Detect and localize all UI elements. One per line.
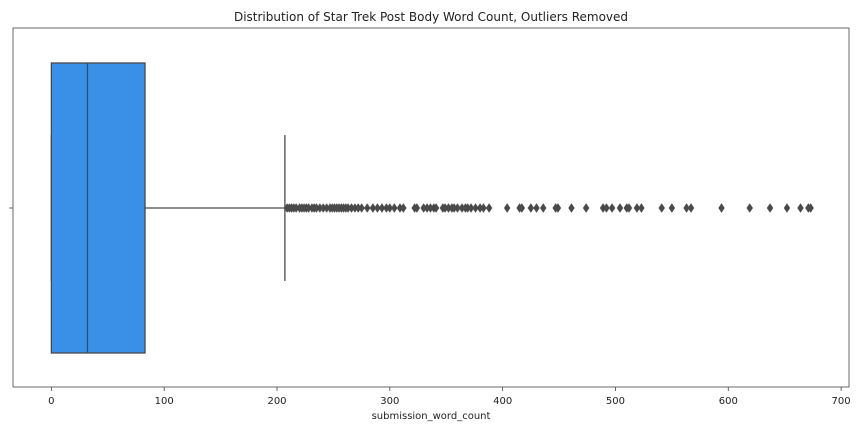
outlier-point <box>533 203 540 213</box>
outlier-point <box>807 203 814 213</box>
outlier-point <box>503 203 511 213</box>
x-axis: 0 100 200 300 400 500 600 700 <box>48 387 851 407</box>
box-group <box>50 62 146 354</box>
outlier-point <box>364 203 371 213</box>
outlier-point <box>527 203 535 213</box>
outlier-point <box>625 203 633 213</box>
x-tick-label: 300 <box>380 396 399 407</box>
outlier-point <box>386 203 394 213</box>
outlier-point <box>454 203 461 213</box>
outlier-point <box>568 203 575 213</box>
outlier-point <box>797 203 804 213</box>
x-tick-label: 200 <box>267 396 286 407</box>
outlier-point <box>378 203 386 213</box>
outlier-point <box>608 203 616 213</box>
outlier-point <box>480 203 487 213</box>
x-tick-label: 500 <box>606 396 625 407</box>
outlier-point <box>616 203 624 213</box>
outlier-point <box>766 203 774 213</box>
outlier-point <box>718 203 725 213</box>
outlier-point <box>658 203 665 213</box>
x-tick-label: 0 <box>48 396 54 407</box>
x-tick-label: 700 <box>832 396 851 407</box>
x-tick-label: 100 <box>155 396 174 407</box>
outlier-point <box>554 203 562 213</box>
outlier-point <box>540 203 547 213</box>
outlier-point <box>746 203 753 213</box>
x-tick-label: 400 <box>493 396 512 407</box>
box-iqr <box>50 62 146 354</box>
outlier-point <box>633 203 641 213</box>
outlier-point <box>687 203 695 213</box>
outlier-point <box>432 203 440 213</box>
outlier-point <box>472 203 479 213</box>
x-axis-label: submission_word_count <box>372 411 491 422</box>
outlier-point <box>413 203 421 213</box>
outlier-point <box>485 203 493 213</box>
outlier-point <box>783 203 791 213</box>
outlier-point <box>369 203 377 213</box>
outlier-point <box>603 203 610 213</box>
outlier-point <box>518 203 526 213</box>
outlier-point <box>467 203 475 213</box>
outlier-point <box>374 203 381 213</box>
outlier-point <box>400 203 407 213</box>
outlier-point <box>638 203 645 213</box>
outliers <box>283 203 814 213</box>
outlier-point <box>358 203 365 213</box>
x-tick-label: 600 <box>719 396 738 407</box>
outlier-point <box>582 203 590 213</box>
outlier-point <box>683 203 690 213</box>
chart-title: Distribution of Star Trek Post Body Word… <box>234 10 628 24</box>
outlier-point <box>391 203 398 213</box>
outlier-point <box>668 203 676 213</box>
